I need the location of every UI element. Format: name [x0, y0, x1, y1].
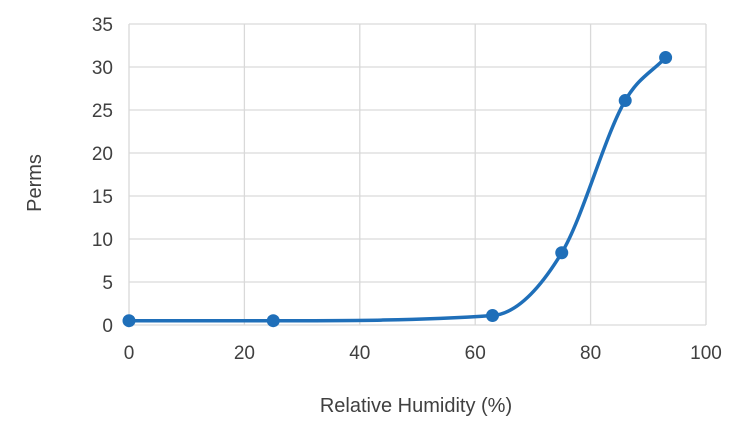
- x-tick-label: 80: [580, 343, 601, 364]
- x-tick-label: 40: [349, 343, 370, 364]
- y-axis-ticks: 0 5 10 15 20 25 30 35: [92, 15, 113, 337]
- x-tick-label: 0: [124, 343, 135, 364]
- x-tick-label: 20: [234, 343, 255, 364]
- y-tick-label: 25: [92, 101, 113, 122]
- y-tick-label: 35: [92, 15, 113, 36]
- y-axis-label: Perms: [24, 154, 46, 212]
- data-point-marker: [266, 314, 280, 328]
- data-point-marker: [122, 314, 136, 328]
- y-tick-label: 20: [92, 144, 113, 165]
- data-point-marker: [486, 309, 500, 323]
- data-point-marker: [618, 94, 632, 108]
- series-line: [127, 55, 668, 323]
- grid-lines: [128, 23, 707, 326]
- x-axis-ticks: 0 20 40 60 80 100: [124, 343, 722, 364]
- data-point-marker: [659, 51, 673, 65]
- y-tick-label: 30: [92, 58, 113, 79]
- series-group: [122, 51, 673, 328]
- data-point-marker: [555, 246, 569, 260]
- y-tick-label: 0: [102, 316, 113, 337]
- x-axis-label: Relative Humidity (%): [320, 395, 512, 417]
- x-tick-label: 100: [690, 343, 722, 364]
- x-tick-label: 60: [465, 343, 486, 364]
- y-tick-label: 10: [92, 230, 113, 251]
- y-tick-label: 15: [92, 187, 113, 208]
- y-tick-label: 5: [102, 273, 113, 294]
